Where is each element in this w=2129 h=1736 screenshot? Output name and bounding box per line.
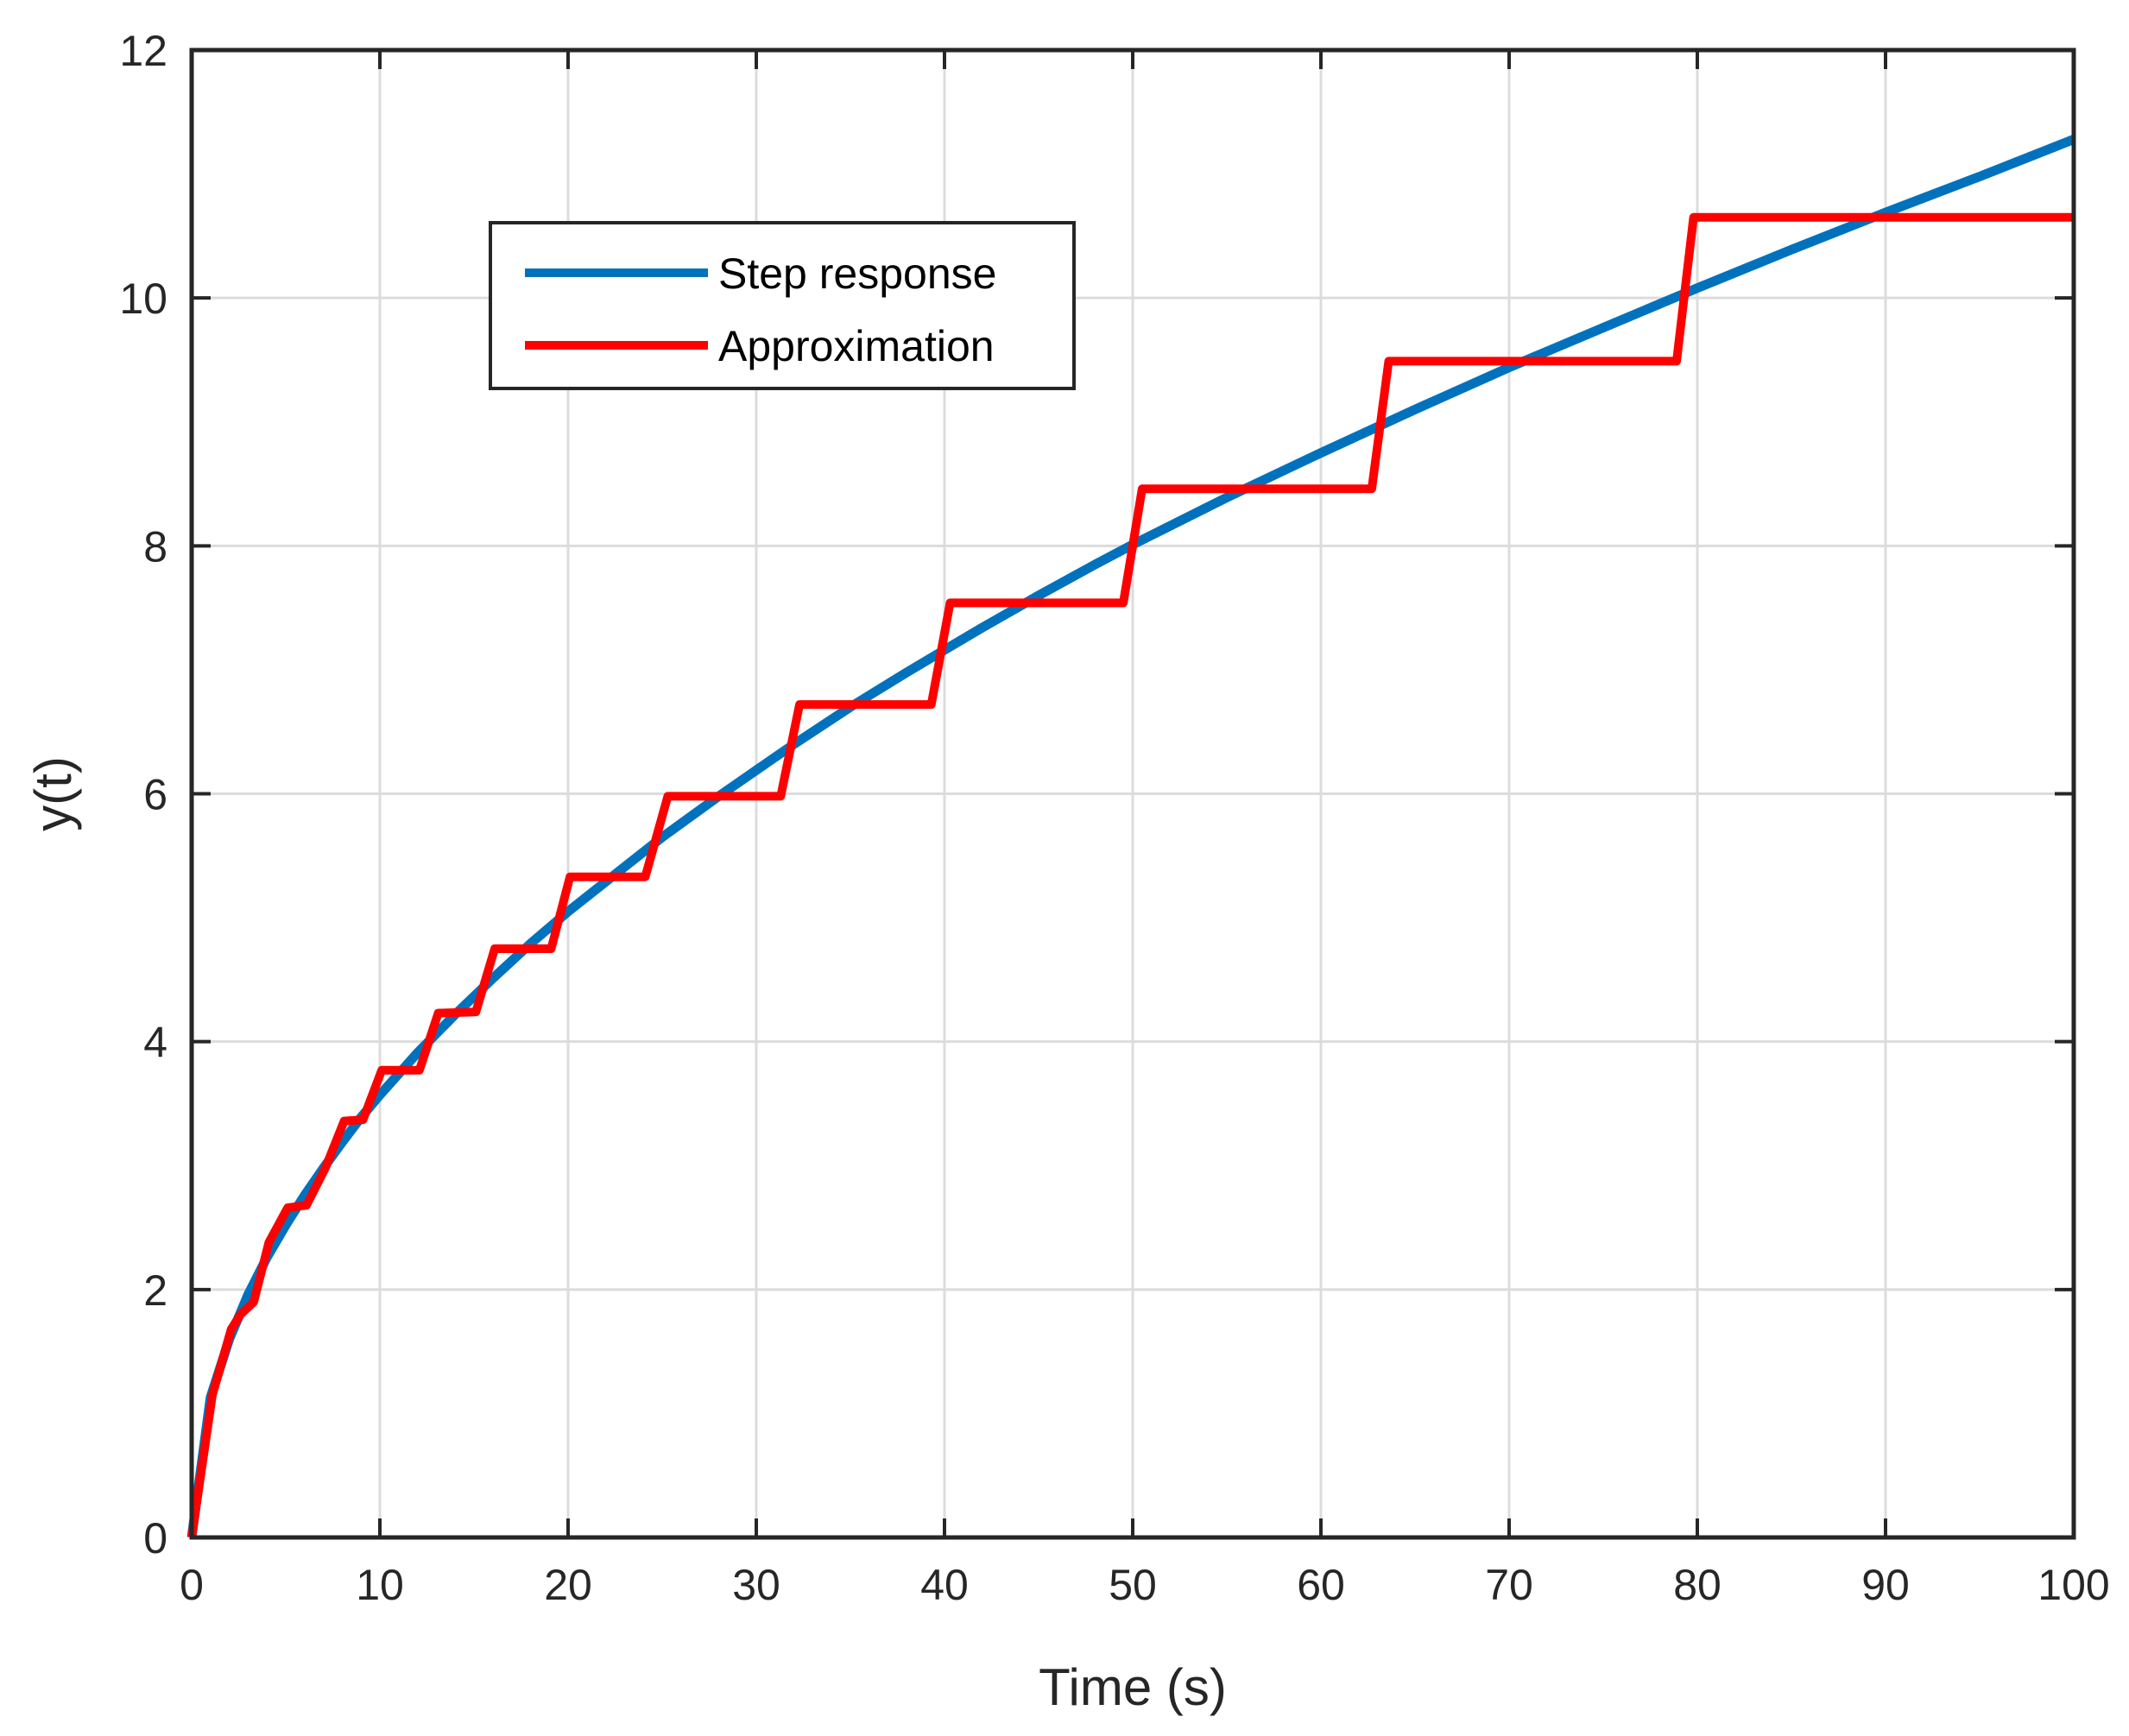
series-line-step-response [186, 135, 2076, 1538]
x-tick-label: 80 [1673, 1561, 1722, 1609]
x-tick-label: 100 [2037, 1561, 2109, 1609]
y-tick-label: 10 [119, 275, 167, 323]
x-tick-label: 90 [1861, 1561, 1910, 1609]
y-tick-label: 8 [143, 522, 167, 571]
x-tick-label: 10 [356, 1561, 404, 1609]
y-tick-label: 12 [119, 27, 167, 75]
x-tick-label: 70 [1485, 1561, 1533, 1609]
y-tick-label: 0 [143, 1514, 167, 1562]
legend: Step response Approximation [489, 221, 1076, 390]
y-tick-label: 6 [143, 771, 167, 819]
legend-label-step-response: Step response [718, 249, 996, 298]
tick-marks [190, 48, 2075, 1539]
x-tick-label: 40 [920, 1561, 969, 1609]
x-tick-label: 30 [732, 1561, 780, 1609]
series-group [186, 135, 2076, 1538]
grid-lines [192, 50, 2074, 1537]
tick-labels: 0 10 20 30 40 50 60 70 80 90 100 0 2 4 6 8 10 12 [119, 27, 2109, 1609]
y-axis-label: y(t) [24, 756, 82, 831]
legend-box [489, 221, 1076, 390]
x-tick-label: 0 [180, 1561, 204, 1609]
y-tick-label: 4 [143, 1019, 167, 1067]
y-tick-label: 2 [143, 1266, 167, 1315]
x-tick-label: 20 [544, 1561, 592, 1609]
series-line-approximation [187, 212, 2074, 1538]
x-axis-label: Time (s) [1039, 1658, 1227, 1716]
x-tick-label: 50 [1109, 1561, 1157, 1609]
legend-label-approximation: Approximation [718, 322, 995, 370]
x-tick-label: 60 [1297, 1561, 1345, 1609]
